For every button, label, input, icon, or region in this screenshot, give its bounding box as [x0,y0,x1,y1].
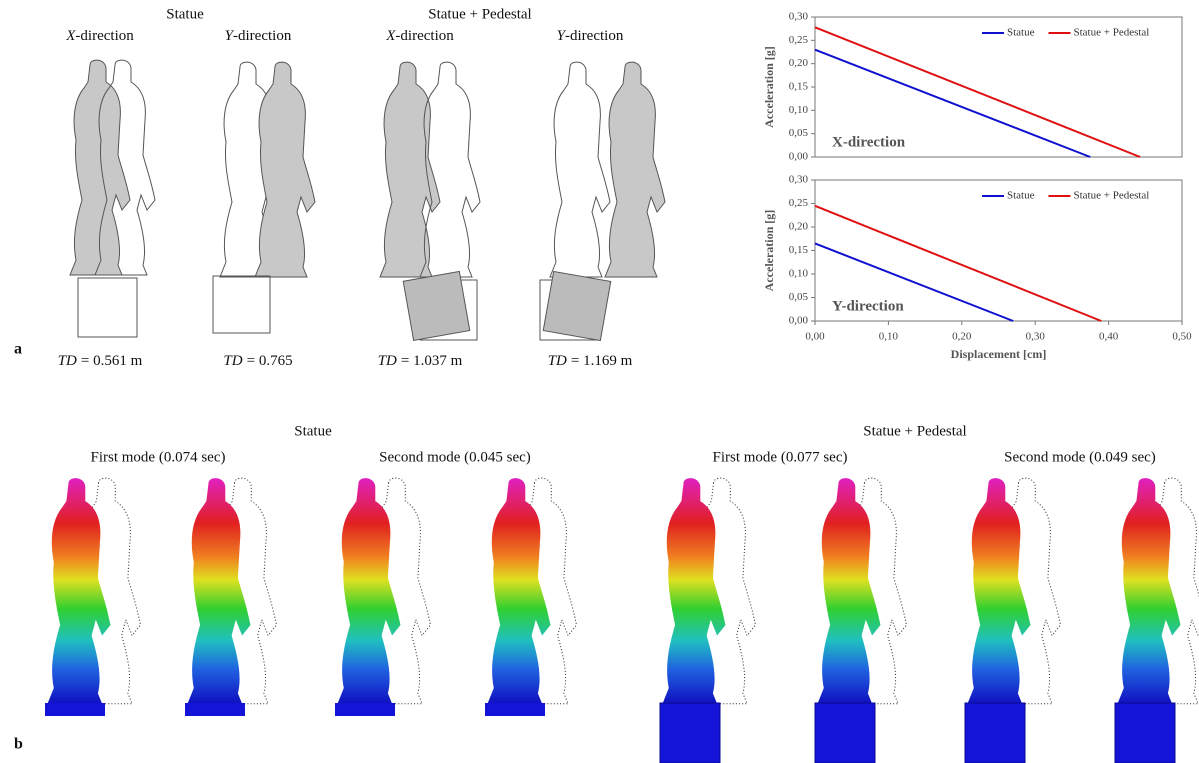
x-tick-label: 0,00 [805,331,825,343]
rest: = 1.169 m [571,353,633,369]
direction-label: Y-direction [225,28,292,44]
x-tick-label: 0,40 [1099,331,1119,343]
statue-drawings [70,60,665,341]
x-tick-label: 0,10 [879,331,899,343]
deformed-shape [1118,478,1181,704]
deformed-shape [968,478,1031,704]
panel-label: a [14,341,22,358]
pedestal [213,276,270,333]
original-shape [550,62,610,277]
group-title: Statue + Pedestal [863,423,966,439]
legend-label: Statue + Pedestal [1074,190,1150,202]
y-tick-label: 0,15 [789,244,809,256]
symbol: TD [378,353,397,369]
mode-label: First mode (0.074 sec) [91,449,226,465]
x-axis-title: Displacement [cm] [951,347,1047,361]
mode-shapes [45,478,1199,763]
displaced-pedestal [403,271,470,340]
y-tick-label: 0,25 [789,34,809,46]
legend-label: Statue [1007,190,1035,202]
mode-label: First mode (0.077 sec) [713,449,848,465]
rest: = 0.561 m [81,353,143,369]
annotation: Y-direction [832,298,904,314]
x-tick-label: 0,50 [1172,331,1192,343]
x-tick-label: 0,30 [1026,331,1046,343]
pedestal [78,278,137,337]
pedestal [1115,703,1175,763]
x-tick-label: 0,20 [952,331,972,343]
y-axis-title: Acceleration [g] [762,46,776,128]
y-tick-label: 0,10 [789,104,809,116]
deformed-shape [48,478,111,704]
figure: Statue Statue + Pedestal X-direction Y-d… [0,0,1199,763]
base [185,703,245,716]
deformed-shape [488,478,551,704]
pedestal [815,703,875,763]
group-title: Statue [166,6,204,22]
rest: -direction [395,28,454,44]
y-tick-label: 0,10 [789,268,809,280]
deformed-shape [818,478,881,704]
y-tick-label: 0,25 [789,197,809,209]
td-label: TD= 1.037 m [378,353,463,369]
y-tick-label: 0,30 [789,174,809,186]
rest: -direction [233,28,292,44]
group-title: Statue [294,423,332,439]
annotation: X-direction [832,134,906,150]
base [45,703,105,716]
rest: -direction [565,28,624,44]
y-tick-label: 0,20 [789,57,809,69]
rest: = 0.765 [247,353,293,369]
base [485,703,545,716]
y-axis-title: Acceleration [g] [762,210,776,292]
deformed-shape [338,478,401,704]
direction-label: X-direction [65,28,134,44]
pedestal [965,703,1025,763]
pedestal [660,703,720,763]
y-tick-label: 0,00 [789,315,809,327]
td-label: TD = 0.765 [223,353,292,369]
symbol: TD [58,353,77,369]
y-tick-label: 0,30 [789,11,809,23]
y-tick-label: 0,00 [789,151,809,163]
deformed-shape [188,478,251,704]
base [335,703,395,716]
deformed-shape [663,478,726,704]
y-tick-label: 0,05 [789,291,809,303]
rest: -direction [75,28,134,44]
displaced-shape [605,62,665,277]
legend-label: Statue + Pedestal [1074,27,1150,39]
symbol: TD [223,353,242,369]
legend-label: Statue [1007,27,1035,39]
mode-label: Second mode (0.049 sec) [1004,449,1156,465]
group-title: Statue + Pedestal [428,6,531,22]
td-label: TD= 1.169 m [548,353,633,369]
mode-label: Second mode (0.045 sec) [379,449,531,465]
y-tick-label: 0,05 [789,127,809,139]
td-label: TD= 0.561 m [58,353,143,369]
direction-label: X-direction [385,28,454,44]
y-tick-label: 0,15 [789,81,809,93]
direction-label: Y-direction [557,28,624,44]
displaced-pedestal [543,271,611,340]
rest: = 1.037 m [401,353,463,369]
displaced-shape [255,62,315,277]
y-tick-label: 0,20 [789,221,809,233]
symbol: TD [548,353,567,369]
panel-label: b [14,736,23,753]
